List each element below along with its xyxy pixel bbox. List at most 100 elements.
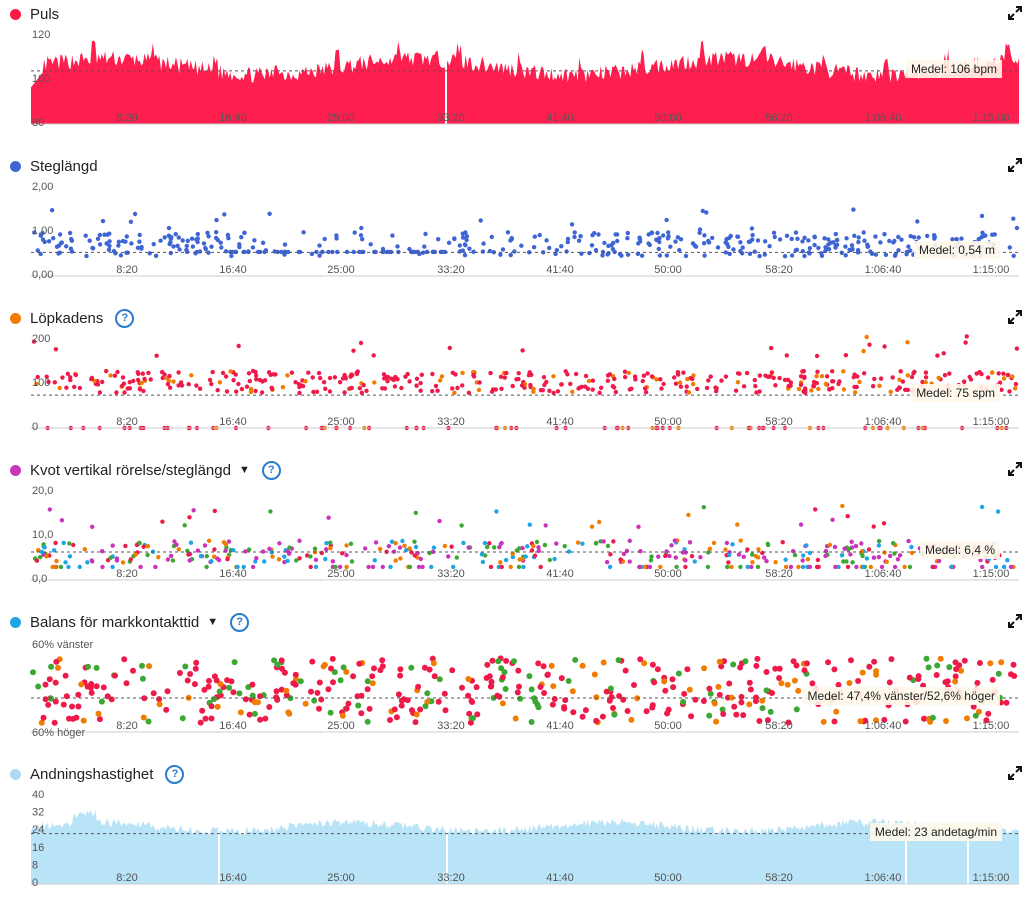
data-point bbox=[870, 384, 876, 389]
help-icon[interactable]: ? bbox=[115, 308, 135, 328]
data-point bbox=[187, 558, 192, 563]
y-tick-label: 100 bbox=[32, 377, 50, 389]
data-point bbox=[357, 386, 362, 391]
data-point bbox=[98, 698, 105, 705]
data-point bbox=[344, 552, 349, 558]
chart-plot[interactable]: 40 32 24 16 8 0 8:20 16:40 25:00 33:20 41:40 50:00 5… bbox=[0, 760, 1034, 912]
data-point bbox=[843, 353, 849, 358]
data-point bbox=[731, 703, 738, 710]
data-point bbox=[856, 235, 861, 240]
data-point bbox=[657, 253, 663, 258]
dropdown-caret-icon[interactable]: ▼ bbox=[207, 616, 219, 628]
data-point bbox=[343, 376, 348, 381]
data-point bbox=[662, 687, 669, 694]
data-point bbox=[622, 667, 629, 674]
data-point bbox=[95, 236, 101, 241]
x-tick-label: 58:20 bbox=[765, 112, 793, 124]
data-point bbox=[848, 552, 853, 557]
data-point bbox=[923, 375, 929, 380]
expand-icon[interactable] bbox=[1008, 6, 1022, 20]
data-point bbox=[531, 543, 536, 549]
expand-icon[interactable] bbox=[1008, 158, 1022, 172]
data-point bbox=[806, 238, 811, 243]
expand-icon[interactable] bbox=[1008, 614, 1022, 628]
help-icon[interactable]: ? bbox=[165, 764, 185, 784]
data-point bbox=[769, 690, 775, 696]
chart-plot[interactable]: 200 100 0 8:20 16:40 25:00 33:20 41:40 50:00 58:2… bbox=[0, 304, 1034, 456]
chart-plot[interactable]: 60% vänster 60% höger 8:20 16:40 25:00 33:20 4… bbox=[0, 608, 1034, 760]
x-tick-label: 41:40 bbox=[546, 416, 574, 428]
data-point bbox=[369, 680, 376, 687]
data-point bbox=[120, 560, 126, 565]
data-point bbox=[790, 658, 797, 665]
legend-dot bbox=[10, 160, 21, 172]
data-point bbox=[364, 678, 371, 685]
data-point bbox=[1013, 381, 1019, 387]
chart-title: Puls bbox=[30, 5, 60, 23]
data-point bbox=[187, 515, 192, 520]
data-point bbox=[1013, 386, 1018, 391]
y-tick-label: 100 bbox=[32, 73, 50, 85]
data-point bbox=[599, 713, 606, 720]
data-point bbox=[357, 249, 362, 255]
data-point bbox=[231, 548, 236, 553]
data-point bbox=[464, 237, 469, 243]
data-point bbox=[216, 688, 223, 695]
data-point bbox=[108, 555, 113, 560]
data-point bbox=[35, 374, 40, 380]
data-point bbox=[517, 695, 524, 702]
data-point bbox=[726, 560, 731, 565]
data-point bbox=[326, 515, 331, 520]
data-point bbox=[997, 380, 1003, 385]
help-icon[interactable]: ? bbox=[261, 460, 281, 480]
help-icon[interactable]: ? bbox=[230, 612, 250, 632]
legend-dot bbox=[10, 8, 21, 20]
expand-icon[interactable] bbox=[1008, 462, 1022, 476]
data-point bbox=[51, 236, 56, 241]
data-point bbox=[664, 549, 669, 554]
expand-icon[interactable] bbox=[1008, 766, 1022, 780]
data-point bbox=[710, 235, 715, 241]
data-point bbox=[436, 237, 441, 242]
chart-plot[interactable]: 120 100 80 8:20 16:40 25:00 33:20 41:40 50:00 58:… bbox=[0, 0, 1034, 152]
data-point bbox=[282, 252, 287, 257]
data-point bbox=[664, 253, 669, 258]
data-point bbox=[896, 234, 901, 240]
data-point bbox=[514, 689, 521, 696]
data-point bbox=[492, 545, 497, 550]
dropdown-caret-icon[interactable]: ▼ bbox=[238, 464, 250, 476]
data-point bbox=[321, 380, 327, 385]
data-point bbox=[116, 239, 122, 244]
data-point bbox=[884, 559, 889, 564]
data-point bbox=[989, 676, 996, 683]
data-point bbox=[380, 564, 385, 570]
data-point bbox=[568, 381, 573, 387]
data-point bbox=[906, 674, 913, 681]
data-point bbox=[800, 564, 806, 570]
data-point bbox=[765, 542, 771, 548]
chart-plot[interactable]: 2,00 1,00 0,00 8:20 16:40 25:00 33:20 41:40 50:0… bbox=[0, 152, 1034, 304]
data-point bbox=[231, 659, 238, 666]
data-point bbox=[286, 710, 293, 717]
data-point bbox=[500, 247, 506, 252]
data-point bbox=[658, 377, 663, 382]
data-point bbox=[800, 558, 805, 563]
data-point bbox=[184, 243, 189, 249]
data-point bbox=[886, 679, 893, 686]
data-point bbox=[531, 695, 538, 702]
data-point bbox=[358, 340, 364, 346]
data-point bbox=[388, 564, 393, 570]
expand-icon[interactable] bbox=[1008, 310, 1022, 324]
chart-plot[interactable]: 20,0 10,0 0,0 8:20 16:40 25:00 33:20 41:40 50:00… bbox=[0, 456, 1034, 608]
data-point bbox=[661, 381, 666, 387]
chart-header: Balans för markkontakttid ▼? bbox=[10, 612, 250, 632]
data-point bbox=[208, 715, 215, 722]
data-point bbox=[247, 378, 252, 384]
data-point bbox=[223, 374, 229, 379]
data-point bbox=[414, 383, 419, 388]
data-point bbox=[404, 547, 409, 553]
data-point bbox=[949, 564, 954, 570]
data-point bbox=[865, 244, 870, 249]
data-point bbox=[741, 554, 746, 559]
data-point bbox=[128, 557, 133, 562]
